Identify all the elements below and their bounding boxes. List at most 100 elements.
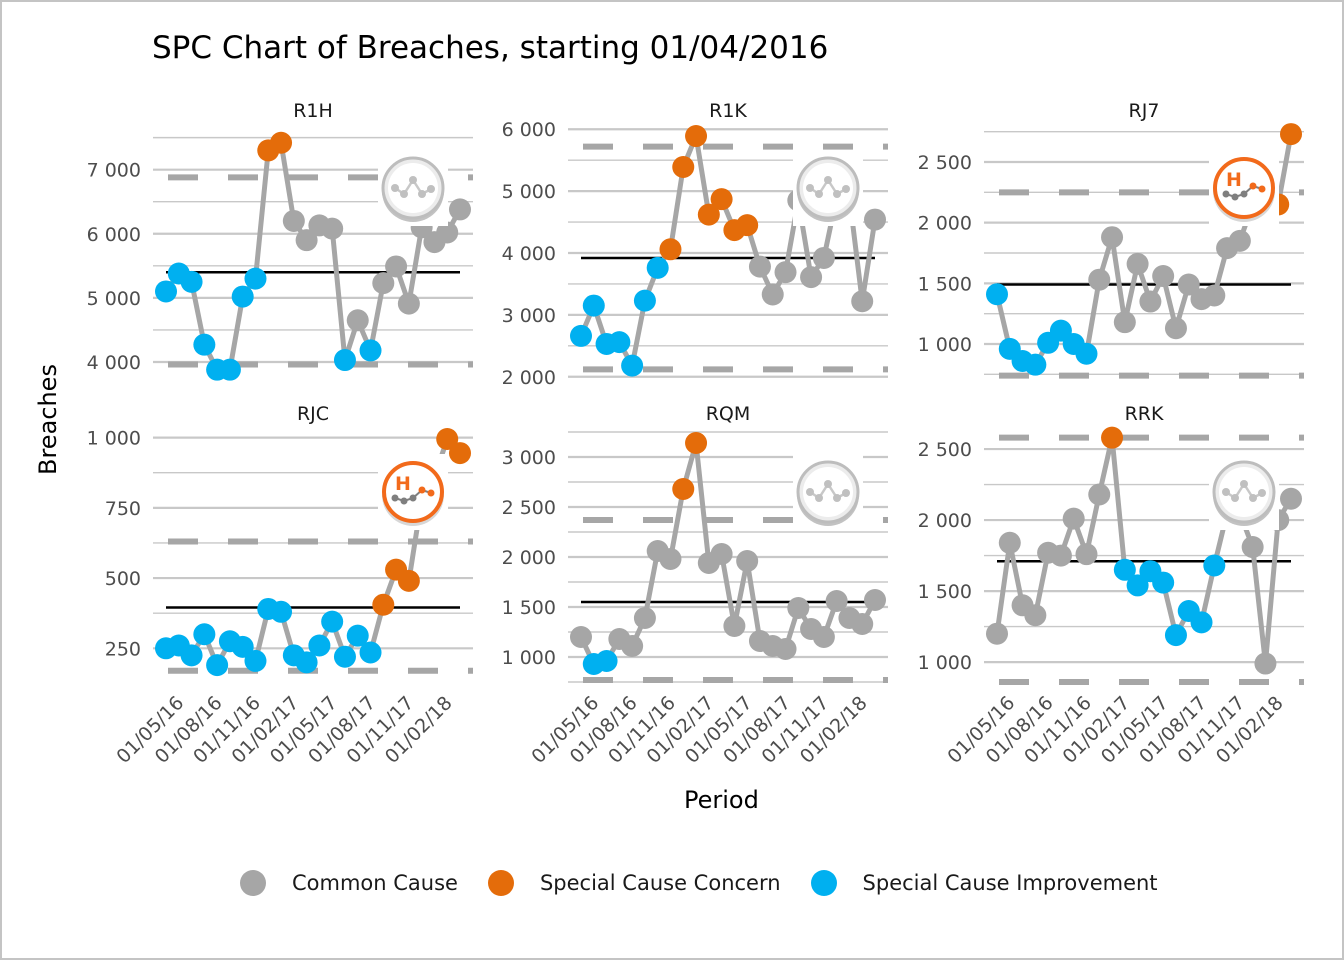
- legend-item-special-cause-improvement: Special Cause Improvement: [810, 870, 1158, 896]
- panel-r1k: R1K 2 000 3 000 4 000 5 000 6 000: [502, 100, 888, 389]
- data-point: [570, 324, 592, 347]
- data-point: [812, 626, 835, 648]
- y-tick-label: 6 000: [502, 119, 556, 141]
- legend-dot-common-icon: [240, 870, 266, 896]
- data-point: [864, 589, 886, 611]
- variation-concern-high-icon: H: [378, 454, 448, 530]
- data-point: [672, 478, 695, 500]
- data-point: [193, 623, 216, 646]
- data-point: [206, 654, 229, 677]
- y-tick-label: 5 000: [87, 288, 141, 310]
- y-tick-label: 2 500: [502, 497, 556, 519]
- y-tick-label: 2 000: [502, 367, 556, 389]
- data-point: [1088, 483, 1111, 506]
- y-tick-label: 1 000: [918, 652, 972, 674]
- data-point: [864, 208, 886, 231]
- legend-item-common-cause: Common Cause: [240, 870, 458, 896]
- panel-rj7: RJ7 1 000 1 500 2 000 2 500 H: [918, 100, 1304, 379]
- data-point: [1203, 554, 1226, 577]
- data-point: [244, 649, 267, 672]
- data-point: [180, 270, 203, 293]
- data-point: [1177, 273, 1200, 296]
- data-point: [595, 650, 618, 672]
- data-point: [723, 615, 746, 637]
- data-point: [646, 256, 669, 279]
- data-point: [449, 442, 471, 465]
- data-point: [436, 221, 459, 244]
- legend-label: Special Cause Concern: [539, 871, 781, 895]
- data-point: [1075, 342, 1098, 365]
- data-point: [851, 613, 874, 635]
- data-point: [672, 155, 695, 178]
- variation-common-cause-icon: [378, 150, 448, 226]
- data-point: [346, 624, 369, 647]
- data-point: [774, 261, 797, 284]
- y-tick-label: 2 000: [918, 510, 972, 532]
- data-point: [1190, 611, 1213, 634]
- data-point: [180, 644, 203, 667]
- data-point: [1113, 311, 1136, 334]
- data-point: [1152, 571, 1175, 594]
- panel-r1h: R1H 4 000 5 000 6 000 7 000: [87, 100, 473, 381]
- y-tick-label: 3 000: [502, 305, 556, 327]
- data-point: [608, 331, 631, 354]
- variation-common-cause-icon: [1209, 454, 1279, 530]
- data-point: [436, 428, 459, 451]
- data-point: [621, 635, 644, 657]
- y-tick-label: 3 000: [502, 447, 556, 469]
- data-point: [1126, 574, 1149, 597]
- legend-label: Special Cause Improvement: [862, 871, 1158, 895]
- legend-item-special-cause-concern: Special Cause Concern: [487, 870, 781, 896]
- data-point: [397, 292, 420, 315]
- data-point: [1024, 353, 1047, 376]
- y-tick-label: 1 000: [502, 647, 556, 669]
- data-point: [1228, 229, 1251, 252]
- data-point: [748, 255, 771, 278]
- data-point: [449, 198, 471, 221]
- data-point: [1254, 652, 1277, 675]
- data-point: [851, 290, 874, 313]
- data-point: [155, 280, 177, 303]
- svg-text:H: H: [1226, 169, 1242, 191]
- data-point: [986, 283, 1008, 306]
- y-tick-label: 7 000: [87, 160, 141, 182]
- data-point: [385, 255, 408, 278]
- data-point: [321, 610, 344, 633]
- panel-title: RJC: [297, 403, 329, 425]
- data-point: [333, 645, 356, 668]
- data-point: [244, 267, 267, 290]
- data-point: [1152, 265, 1175, 288]
- data-point: [1101, 226, 1124, 249]
- data-point: [372, 272, 395, 295]
- data-point: [231, 635, 254, 658]
- data-point: [774, 638, 797, 660]
- data-point: [710, 188, 733, 211]
- panel-title: RRK: [1125, 403, 1164, 425]
- panel-title: R1K: [709, 100, 747, 122]
- data-point: [761, 283, 784, 306]
- data-point: [270, 600, 293, 623]
- y-tick-label: 4 000: [502, 243, 556, 265]
- data-point: [1088, 268, 1111, 291]
- data-point: [295, 229, 318, 252]
- data-point: [800, 266, 823, 289]
- data-point: [193, 333, 216, 356]
- data-point: [270, 131, 293, 154]
- y-tick-label: 2 000: [918, 213, 972, 235]
- y-tick-label: 1 500: [502, 597, 556, 619]
- variation-concern-high-icon: H: [1209, 150, 1279, 226]
- y-tick-label: 1 000: [87, 428, 141, 450]
- legend: Common Cause Special Cause Concern Speci…: [240, 870, 1188, 896]
- panel-title: R1H: [293, 100, 333, 122]
- data-point: [372, 593, 395, 616]
- data-point: [1101, 426, 1124, 449]
- data-point: [1062, 507, 1085, 530]
- y-tick-label: 1 500: [918, 581, 972, 603]
- y-tick-label: 250: [105, 638, 141, 660]
- chart-title: SPC Chart of Breaches, starting 01/04/20…: [152, 30, 829, 66]
- data-point: [736, 550, 759, 572]
- data-point: [659, 238, 682, 261]
